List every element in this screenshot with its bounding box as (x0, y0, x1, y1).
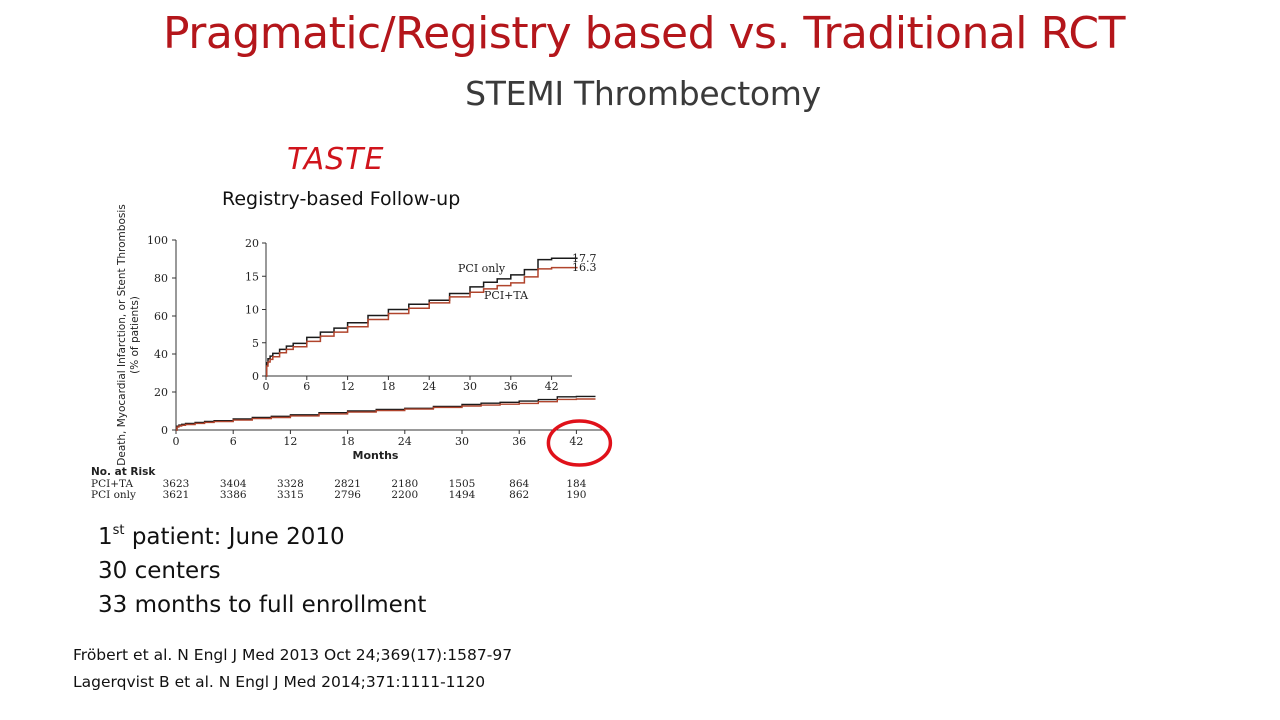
at-risk-value: 2200 (391, 489, 418, 501)
trial-name: TASTE (287, 142, 385, 177)
at-risk-value: 3315 (277, 489, 304, 501)
inset-x-tick-label: 0 (263, 380, 270, 393)
inset-end-label-pci-ta: 16.3 (572, 261, 597, 274)
at-risk-row-label: PCI only (91, 489, 136, 501)
at-risk-value: 1505 (449, 478, 476, 490)
inset-y-tick-label: 15 (245, 270, 259, 283)
at-risk-value: 3404 (220, 478, 247, 490)
inset-x-tick-label: 36 (504, 380, 518, 393)
reference-2: Lagerqvist B et al. N Engl J Med 2014;37… (73, 673, 486, 691)
main-x-tick-label: 0 (173, 435, 180, 448)
at-risk-value: 862 (509, 489, 529, 501)
at-risk-value: 3386 (220, 489, 247, 501)
slide-title: Pragmatic/Registry based vs. Traditional… (163, 8, 1125, 59)
at-risk-value: 2180 (391, 478, 418, 490)
series-label-pci-ta: PCI+TA (484, 289, 529, 302)
main-y-tick-label: 80 (154, 272, 168, 285)
inset-x-tick-label: 6 (303, 380, 310, 393)
highlight-circle (546, 419, 613, 467)
inset-y-tick-label: 0 (252, 370, 259, 383)
main-series-1 (176, 398, 596, 431)
inset-end-label-pci-only: 17.7 (572, 252, 597, 265)
y-axis-label: Death, Myocardial Infarction, or Stent T… (116, 204, 141, 465)
at-risk-value: 2796 (334, 489, 361, 501)
main-x-tick-label: 30 (455, 435, 469, 448)
at-risk-value: 3623 (163, 478, 190, 490)
at-risk-value: 2821 (334, 478, 361, 490)
x-axis-label: Months (353, 449, 399, 462)
inset-x-tick-label: 42 (545, 380, 559, 393)
references: Fröbert et al. N Engl J Med 2013 Oct 24;… (73, 644, 512, 698)
main-x-tick-label: 42 (569, 435, 583, 448)
inset-y-tick-label: 5 (252, 337, 259, 350)
at-risk-value: 864 (509, 478, 529, 490)
at-risk-value: 184 (566, 478, 586, 490)
at-risk-title: No. at Risk (91, 466, 156, 478)
main-x-tick-label: 12 (283, 435, 297, 448)
main-y-tick-label: 100 (147, 234, 168, 247)
series-label-pci-only: PCI only (458, 262, 506, 275)
at-risk-row-label: PCI+TA (91, 478, 133, 490)
main-x-tick-label: 18 (341, 435, 355, 448)
fact-first-patient: 1st patient: June 2010 (98, 523, 345, 550)
main-series-0 (176, 395, 596, 431)
main-y-tick-label: 60 (154, 310, 168, 323)
inset-series-1 (265, 266, 578, 377)
main-y-tick-label: 20 (154, 386, 168, 399)
main-y-tick-label: 0 (161, 424, 168, 437)
inset-y-tick-label: 10 (245, 304, 259, 317)
inset-x-tick-label: 18 (381, 380, 395, 393)
trial-subtitle: Registry-based Follow-up (222, 188, 461, 210)
fact-enrollment: 33 months to full enrollment (98, 592, 427, 618)
slide-subtitle: STEMI Thrombectomy (465, 74, 821, 113)
inset-x-tick-label: 24 (422, 380, 436, 393)
inset-background (230, 236, 608, 392)
main-x-tick-label: 24 (398, 435, 412, 448)
fact-centers: 30 centers (98, 558, 221, 584)
reference-1: Fröbert et al. N Engl J Med 2013 Oct 24;… (73, 646, 513, 664)
at-risk-value: 3328 (277, 478, 304, 490)
at-risk-value: 1494 (449, 489, 476, 501)
main-x-tick-label: 36 (512, 435, 526, 448)
inset-y-tick-label: 20 (245, 237, 259, 250)
main-x-tick-label: 6 (230, 435, 237, 448)
main-y-tick-label: 40 (154, 348, 168, 361)
inset-x-tick-label: 30 (463, 380, 477, 393)
at-risk-value: 3621 (163, 489, 190, 501)
inset-x-tick-label: 12 (341, 380, 355, 393)
trial-facts: 1st patient: June 2010 30 centers 33 mon… (98, 520, 426, 622)
at-risk-value: 190 (566, 489, 586, 501)
